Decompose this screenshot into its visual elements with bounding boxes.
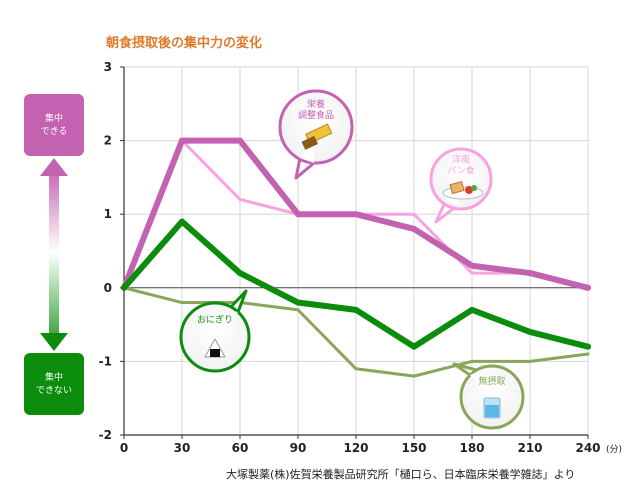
callout-0-line-1: 調整食品: [298, 109, 334, 121]
series-3-point-4: [354, 367, 358, 371]
x-tick-8: 240: [575, 441, 600, 455]
x-tick-3: 90: [290, 441, 307, 455]
lettuce-icon: [471, 185, 477, 191]
focus-high-label-1: 集中: [45, 112, 63, 124]
series-3-point-7: [528, 359, 532, 363]
series-2-point-8: [585, 343, 591, 350]
axes: [120, 66, 589, 439]
callout-3-line-0: 無摂取: [478, 375, 505, 387]
series-0-point-7: [527, 270, 533, 277]
focus-high-box: [24, 94, 84, 156]
series-1-point-5: [412, 212, 416, 216]
focus-low-box: [24, 353, 84, 415]
x-tick-5: 150: [401, 441, 426, 455]
series-2-point-1: [179, 218, 185, 225]
x-tick-2: 60: [232, 441, 249, 455]
arrow-down-icon: [40, 333, 68, 351]
y-tick-0: -2: [99, 428, 112, 442]
vertical-arrow-shaft: [49, 168, 59, 343]
y-tick-labels: -2 -1 0 1 2 3: [99, 60, 112, 442]
series-3-point-5: [412, 374, 416, 378]
callout-2-line-0: おにぎり: [197, 313, 233, 325]
callout-1-line-0: 洋風: [452, 154, 470, 166]
arrow-up-icon: [40, 158, 68, 176]
series-0-point-2: [237, 137, 243, 144]
callout-0-line-0: 栄養: [307, 98, 325, 110]
callout-3: 無摂取: [452, 362, 525, 430]
series-0-point-6: [469, 262, 475, 269]
y-tick-4: 2: [104, 134, 112, 148]
x-tick-4: 120: [343, 441, 368, 455]
x-tick-1: 30: [174, 441, 191, 455]
series-3-point-3: [296, 308, 300, 312]
x-tick-7: 210: [517, 441, 542, 455]
series-2-point-0: [121, 284, 127, 291]
series-lines: [121, 137, 591, 378]
focus-low-label-2: できない: [36, 385, 72, 396]
series-2-point-4: [353, 306, 359, 313]
series-3-point-8: [586, 352, 590, 356]
y-tick-2: 0: [104, 281, 112, 295]
y-tick-1: -1: [99, 354, 112, 368]
callout-pointer-cover-2: [215, 310, 238, 337]
toast-icon: [449, 181, 465, 195]
series-3-point-6: [470, 359, 474, 363]
y-tick-5: 3: [104, 60, 112, 74]
series-2-point-5: [411, 343, 417, 350]
y-tick-3: 1: [104, 207, 112, 221]
callout-1-line-1: パン食: [447, 165, 474, 177]
series-0-point-5: [411, 225, 417, 232]
callout-pointer-cover-3: [470, 371, 492, 397]
series-2-point-7: [527, 328, 533, 335]
series-3-point-1: [180, 301, 184, 305]
series-0-point-1: [179, 137, 185, 144]
series-0-point-8: [585, 284, 591, 291]
series-0-point-3: [295, 211, 301, 218]
x-unit-label: (分): [606, 444, 622, 455]
series-2-point-6: [469, 306, 475, 313]
side-legend: 集中 できる 集中 できない: [24, 94, 84, 415]
x-tick-0: 0: [120, 441, 128, 455]
water-icon: [485, 405, 499, 417]
x-tick-labels: 0 30 60 90 120 150 180 210 240: [120, 441, 601, 455]
nori-icon: [210, 349, 220, 357]
nutrition-bar-wrapper-icon: [301, 135, 318, 150]
series-1-point-6: [470, 271, 474, 275]
source-note: 大塚製薬(株)佐賀栄養製品研究所「樋口ら、日本臨床栄養学雑誌」より: [226, 467, 575, 481]
callout-2: おにぎり: [179, 289, 251, 373]
series-2-point-3: [295, 299, 301, 306]
chart-title: 朝食摂取後の集中力の変化: [106, 35, 262, 51]
focus-low-label-1: 集中: [45, 371, 63, 383]
focus-high-label-2: できる: [41, 126, 68, 137]
series-0-point-4: [353, 211, 359, 218]
x-tick-6: 180: [459, 441, 484, 455]
series-2-point-2: [237, 270, 243, 277]
series-1-point-2: [238, 197, 242, 201]
